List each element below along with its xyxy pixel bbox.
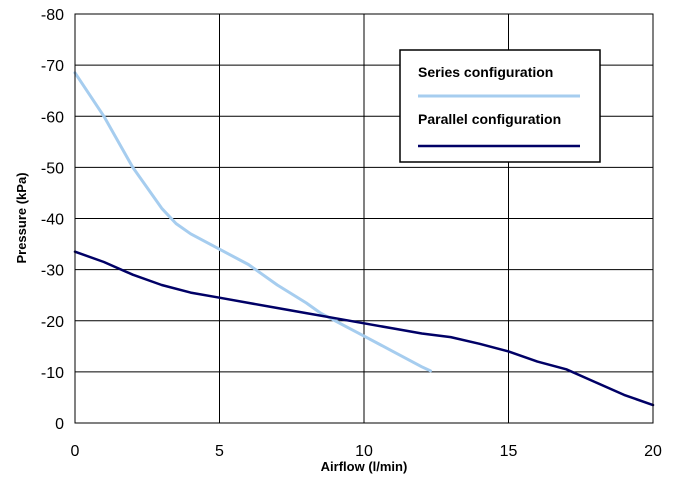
x-tick-label: 5 bbox=[215, 443, 224, 460]
y-tick-label: -40 bbox=[41, 212, 64, 229]
x-tick-label: 10 bbox=[355, 443, 373, 460]
y-tick-label: -50 bbox=[41, 160, 64, 177]
legend-label-parallel: Parallel configuration bbox=[418, 111, 561, 127]
series-lines bbox=[73, 71, 655, 407]
y-tick-label: -80 bbox=[41, 7, 64, 24]
x-tick-label: 20 bbox=[644, 443, 662, 460]
y-tick-label: -30 bbox=[41, 263, 64, 280]
legend-box bbox=[399, 49, 601, 163]
series-line-series-configuration bbox=[73, 71, 432, 373]
legend: Series configuration Parallel configurat… bbox=[399, 49, 601, 163]
y-tick-label: -60 bbox=[41, 109, 64, 126]
x-axis-title: Airflow (l/min) bbox=[321, 459, 408, 474]
y-tick-label: 0 bbox=[55, 416, 64, 433]
tick-labels: 0 5 10 15 20 0 -10 -20 -30 -40 -50 -60 -70 -80 bbox=[41, 7, 662, 460]
x-tick-label: 0 bbox=[71, 443, 80, 460]
x-tick-label: 15 bbox=[500, 443, 518, 460]
legend-label-series: Series configuration bbox=[418, 64, 553, 80]
plot-area-border bbox=[74, 13, 654, 424]
y-tick-label: -20 bbox=[41, 314, 64, 331]
y-axis-title: Pressure (kPa) bbox=[14, 172, 29, 263]
y-tick-label: -70 bbox=[41, 58, 64, 75]
series-line-parallel-configuration bbox=[73, 250, 655, 407]
y-tick-label: -10 bbox=[41, 365, 64, 382]
